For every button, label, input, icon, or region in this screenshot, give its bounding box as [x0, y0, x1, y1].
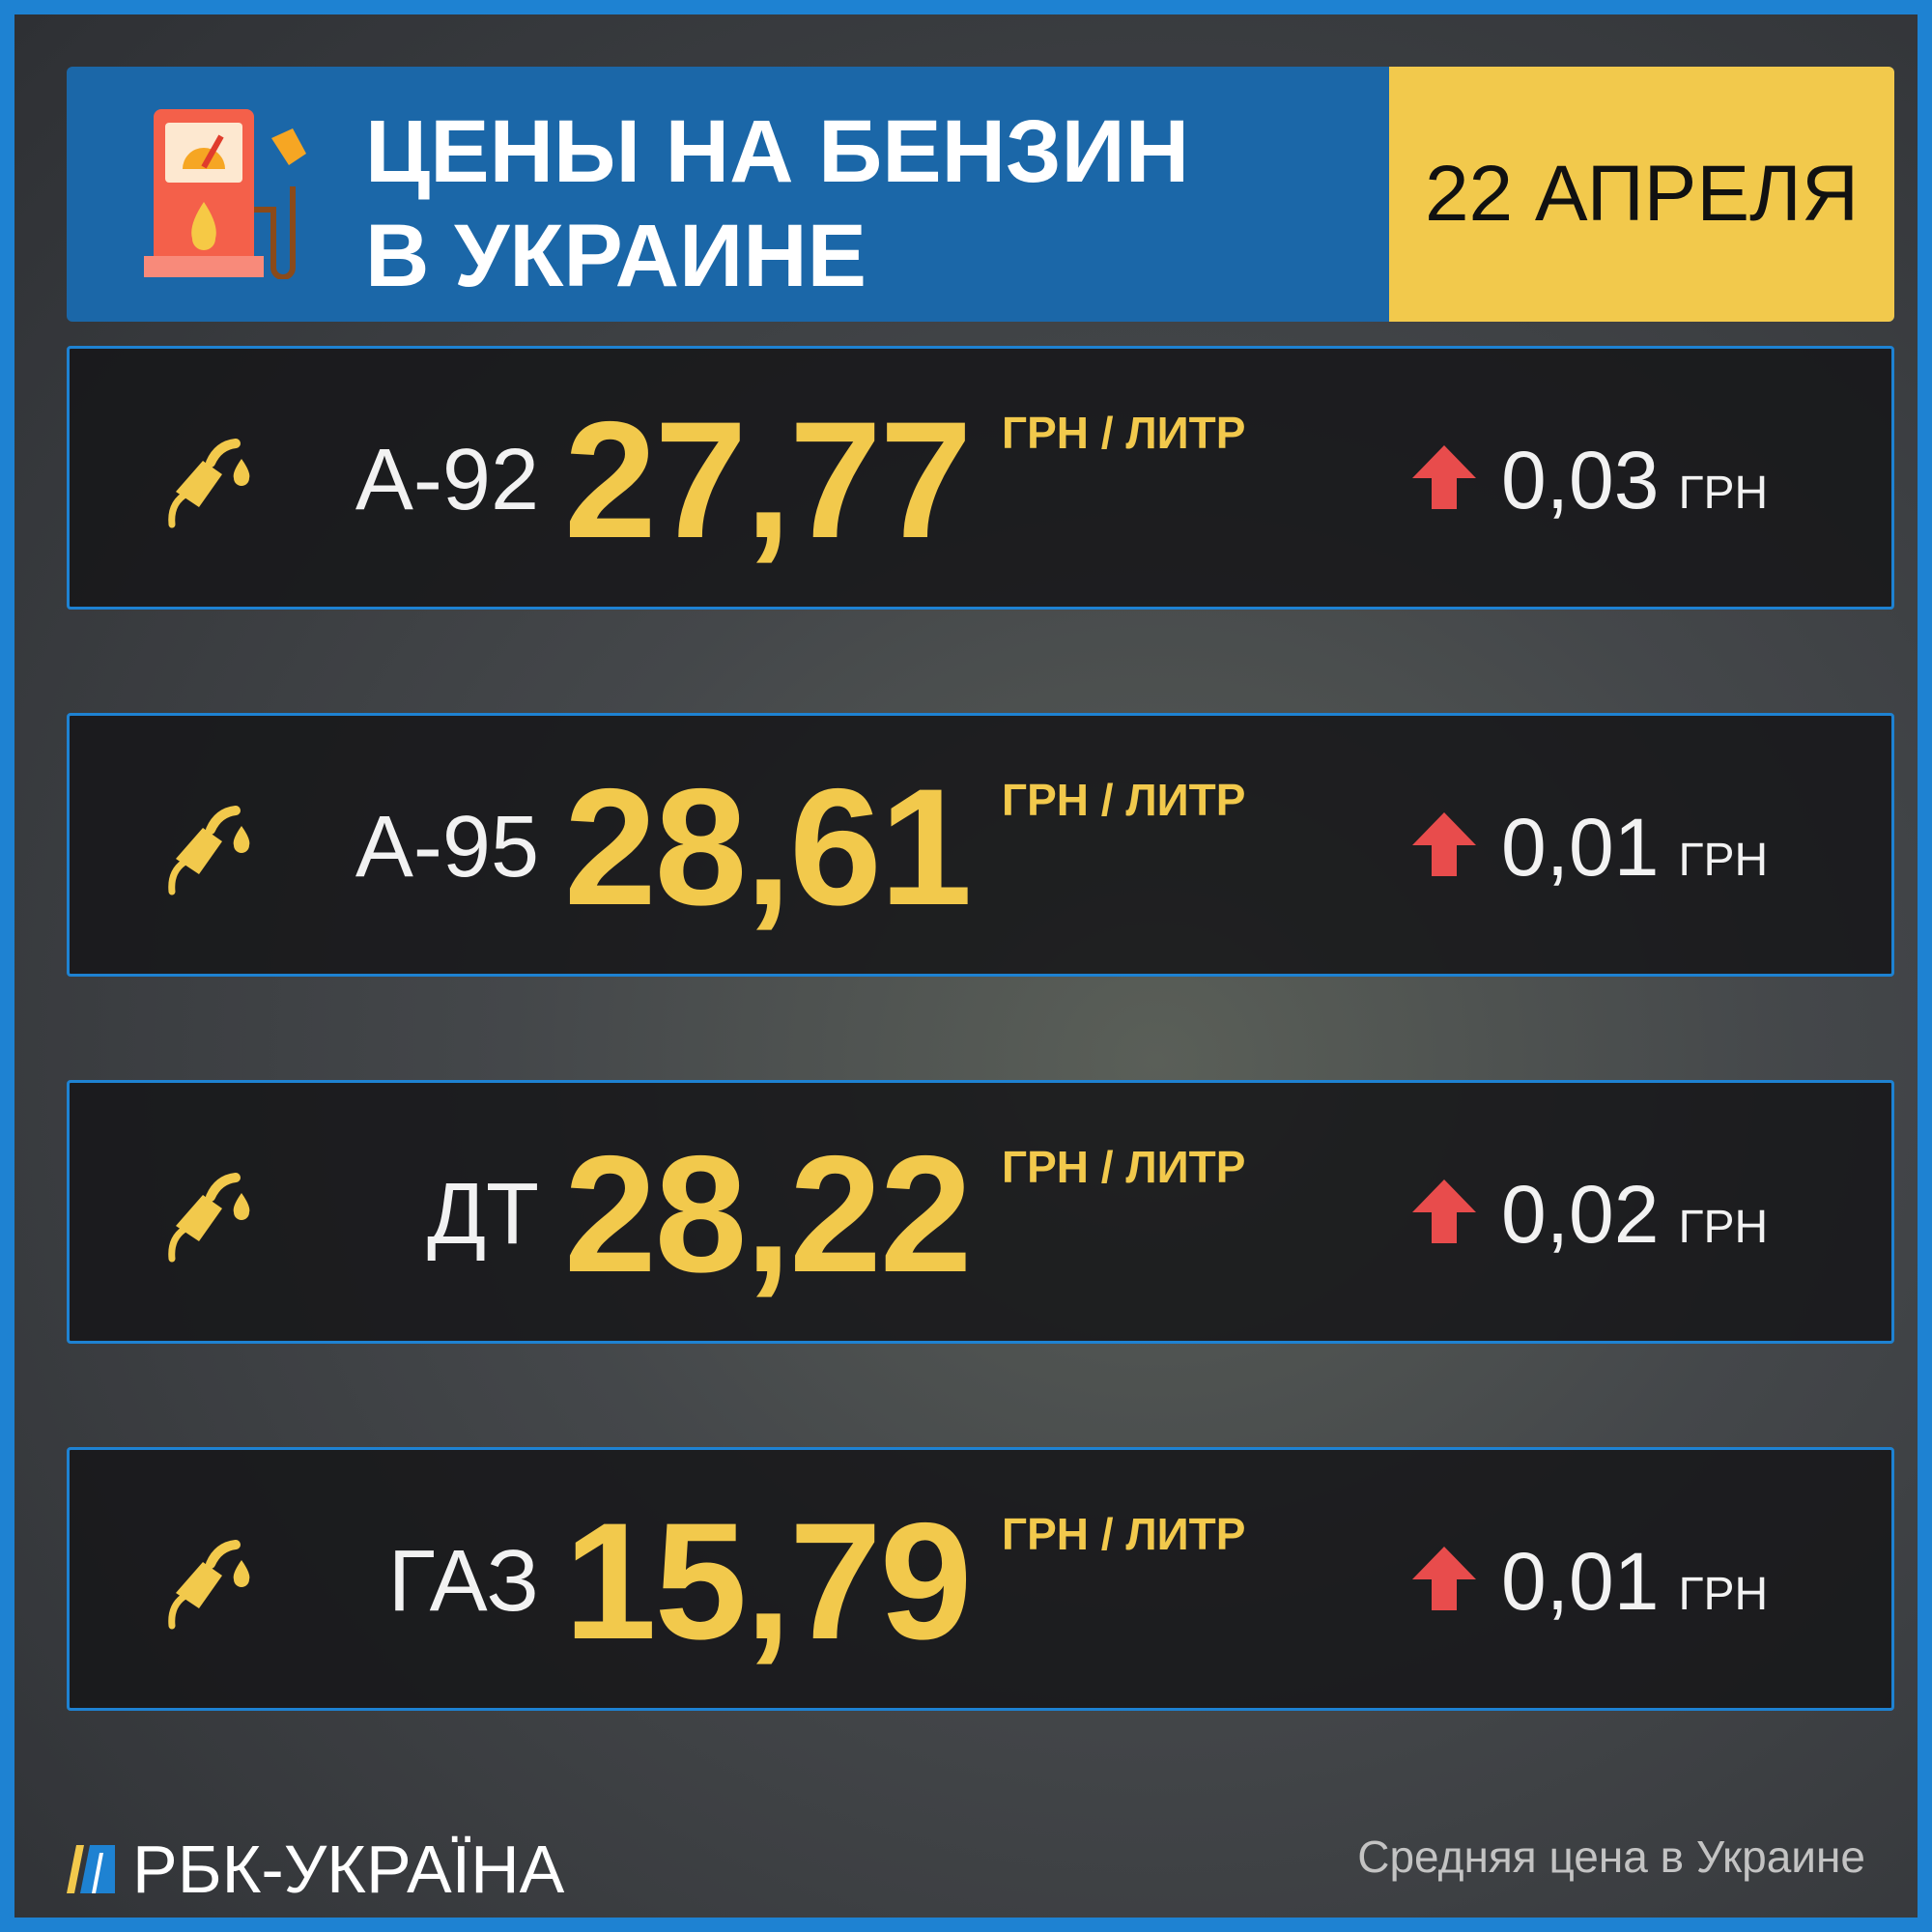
page-title: ЦЕНЫ НА БЕНЗИН В УКРАИНЕ: [365, 99, 1189, 308]
change-value: 0,01: [1501, 802, 1660, 893]
fuel-nozzle-icon: [168, 1540, 250, 1630]
fuel-price-row: ДТ 28,22 ГРН / ЛИТР 0,02 ГРН: [67, 1080, 1894, 1344]
price-change: 0,01 ГРН: [1501, 716, 1768, 980]
change-unit: ГРН: [1678, 835, 1769, 886]
brand-name: РБК-УКРАЇНА: [132, 1832, 565, 1907]
fuel-type: ДТ: [427, 1166, 539, 1263]
price-unit: ГРН / ЛИТР: [1002, 775, 1246, 825]
price-unit: ГРН / ЛИТР: [1002, 1142, 1246, 1192]
price-value: 28,22: [564, 1122, 972, 1307]
change-value: 0,01: [1501, 1536, 1660, 1627]
change-unit: ГРН: [1678, 468, 1769, 519]
fuel-type: А-92: [355, 432, 539, 528]
fuel-price-row: А-92 27,77 ГРН / ЛИТР 0,03 ГРН: [67, 346, 1894, 610]
price-value: 15,79: [564, 1489, 972, 1674]
price-unit: ГРН / ЛИТР: [1002, 1509, 1246, 1559]
gas-pump-icon: [144, 109, 306, 279]
price-change: 0,03 ГРН: [1501, 349, 1768, 612]
arrow-up-icon: [1412, 1547, 1476, 1610]
date-badge: 22 АПРЕЛЯ: [1389, 67, 1894, 322]
price-value: 27,77: [564, 387, 972, 573]
change-value: 0,03: [1501, 435, 1660, 526]
fuel-price-row: А-95 28,61 ГРН / ЛИТР 0,01 ГРН: [67, 713, 1894, 977]
title-line-2: В УКРАИНЕ: [365, 207, 867, 305]
rbc-logo-icon: [67, 1845, 115, 1893]
brand-logo: РБК-УКРАЇНА: [67, 1831, 564, 1908]
change-value: 0,02: [1501, 1169, 1660, 1260]
fuel-type: А-95: [355, 799, 539, 895]
fuel-nozzle-icon: [168, 439, 250, 528]
fuel-nozzle-icon: [168, 1173, 250, 1263]
change-unit: ГРН: [1678, 1569, 1769, 1620]
footnote: Средняя цена в Украине: [1357, 1832, 1865, 1882]
date-label: 22 АПРЕЛЯ: [1424, 150, 1860, 238]
price-change: 0,01 ГРН: [1501, 1450, 1768, 1714]
title-line-1: ЦЕНЫ НА БЕНЗИН: [365, 102, 1190, 201]
price-change: 0,02 ГРН: [1501, 1083, 1768, 1347]
fuel-type: ГАЗ: [387, 1533, 539, 1630]
arrow-up-icon: [1412, 1179, 1476, 1243]
header-banner: ЦЕНЫ НА БЕНЗИН В УКРАИНЕ 22 АПРЕЛЯ: [67, 67, 1894, 322]
price-value: 28,61: [564, 754, 972, 940]
fuel-price-row: ГАЗ 15,79 ГРН / ЛИТР 0,01 ГРН: [67, 1447, 1894, 1711]
arrow-up-icon: [1412, 812, 1476, 876]
price-unit: ГРН / ЛИТР: [1002, 408, 1246, 458]
fuel-nozzle-icon: [168, 806, 250, 895]
change-unit: ГРН: [1678, 1202, 1769, 1253]
arrow-up-icon: [1412, 445, 1476, 509]
